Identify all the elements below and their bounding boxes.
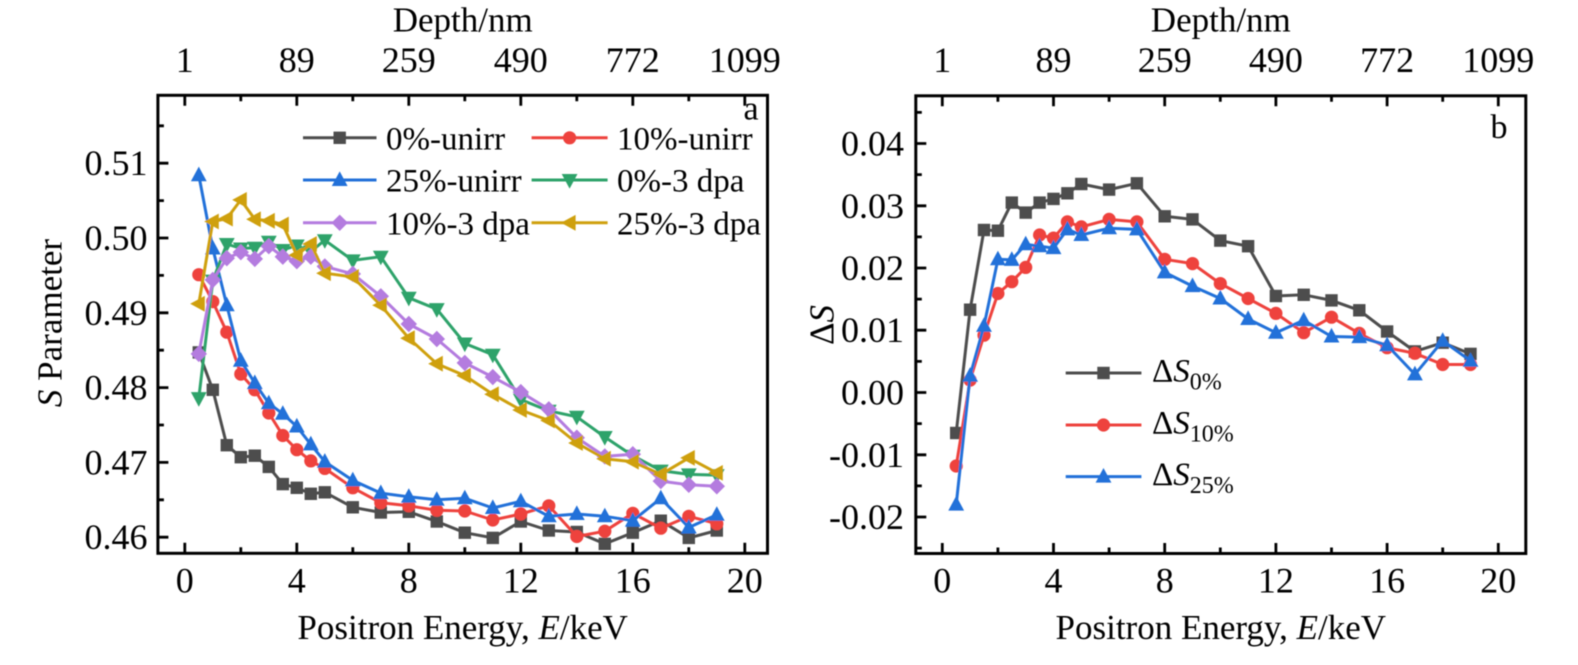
svg-text:490: 490 (1249, 40, 1303, 80)
svg-text:10%-3 dpa: 10%-3 dpa (386, 206, 530, 242)
svg-text:25%-3 dpa: 25%-3 dpa (617, 206, 761, 242)
svg-text:1099: 1099 (1462, 40, 1534, 80)
svg-text:0%-3 dpa: 0%-3 dpa (617, 164, 745, 200)
svg-text:4: 4 (288, 561, 306, 601)
svg-text:89: 89 (1036, 40, 1072, 80)
svg-text:4: 4 (1045, 561, 1063, 601)
svg-text:0.02: 0.02 (841, 248, 904, 288)
svg-text:772: 772 (606, 40, 660, 80)
svg-text:1: 1 (933, 40, 951, 80)
svg-text:S Parameter: S Parameter (31, 239, 70, 407)
svg-text:16: 16 (1369, 561, 1405, 601)
svg-text:20: 20 (1480, 561, 1516, 601)
svg-text:0.48: 0.48 (85, 368, 148, 408)
svg-text:259: 259 (1138, 40, 1192, 80)
svg-text:25%-unirr: 25%-unirr (386, 164, 522, 200)
svg-text:Positron Energy, E/keV: Positron Energy, E/keV (297, 608, 628, 647)
svg-text:8: 8 (1156, 561, 1174, 601)
svg-text:0.49: 0.49 (85, 293, 148, 333)
svg-text:0.00: 0.00 (841, 373, 904, 413)
svg-text:12: 12 (503, 561, 539, 601)
svg-text:1: 1 (176, 40, 194, 80)
svg-text:16: 16 (615, 561, 651, 601)
svg-text:0%-unirr: 0%-unirr (386, 121, 505, 157)
svg-text:12: 12 (1258, 561, 1294, 601)
svg-text:259: 259 (382, 40, 436, 80)
svg-text:0.51: 0.51 (85, 143, 148, 183)
svg-text:-0.01: -0.01 (829, 435, 904, 475)
svg-text:a: a (744, 91, 759, 128)
svg-text:Depth/nm: Depth/nm (1151, 1, 1291, 40)
svg-text:0.04: 0.04 (841, 124, 904, 164)
svg-text:-0.02: -0.02 (829, 497, 904, 537)
svg-text:0: 0 (933, 561, 951, 601)
svg-text:0.46: 0.46 (85, 517, 148, 557)
svg-text:0.01: 0.01 (841, 310, 904, 350)
svg-text:ΔS: ΔS (803, 305, 842, 345)
svg-text:b: b (1491, 109, 1508, 146)
svg-text:89: 89 (279, 40, 315, 80)
svg-text:Positron Energy, E/keV: Positron Energy, E/keV (1056, 608, 1387, 647)
svg-text:Depth/nm: Depth/nm (393, 1, 533, 40)
svg-text:10%-unirr: 10%-unirr (617, 121, 753, 157)
svg-text:772: 772 (1360, 40, 1414, 80)
svg-text:20: 20 (727, 561, 763, 601)
svg-text:0.47: 0.47 (85, 442, 148, 482)
svg-text:0.50: 0.50 (85, 218, 148, 258)
svg-text:490: 490 (494, 40, 548, 80)
svg-text:0: 0 (176, 561, 194, 601)
svg-text:0.03: 0.03 (841, 186, 904, 226)
svg-text:8: 8 (400, 561, 418, 601)
svg-text:1099: 1099 (709, 40, 781, 80)
